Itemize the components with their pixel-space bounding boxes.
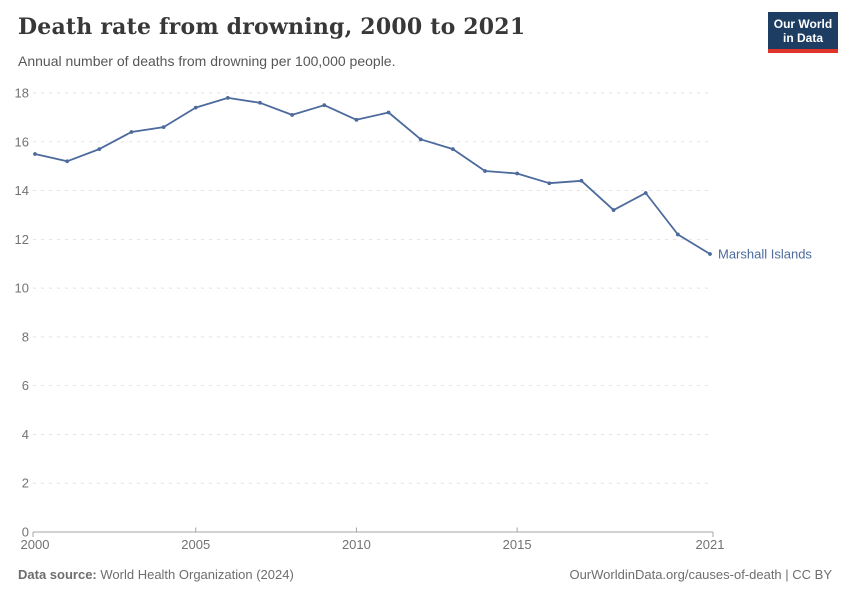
data-point-2019[interactable] xyxy=(643,191,648,195)
data-point-2011[interactable] xyxy=(386,110,391,115)
y-tick-label-14: 14 xyxy=(15,183,29,198)
chart-subtitle: Annual number of deaths from drowning pe… xyxy=(18,53,396,69)
page-title: Death rate from drowning, 2000 to 2021 xyxy=(18,14,526,40)
owid-logo-line1: Our World xyxy=(773,17,833,31)
y-tick-label-16: 16 xyxy=(15,134,29,149)
y-tick-label-6: 6 xyxy=(22,378,29,393)
data-point-2020[interactable] xyxy=(675,232,680,237)
y-tick-label-2: 2 xyxy=(22,476,29,491)
data-point-2017[interactable] xyxy=(579,178,584,183)
data-source-text: World Health Organization (2024) xyxy=(100,567,294,582)
y-tick-label-8: 8 xyxy=(22,329,29,344)
data-source-note: Data source: World Health Organization (… xyxy=(18,567,294,582)
x-tick-label-2021: 2021 xyxy=(696,537,725,552)
y-tick-label-12: 12 xyxy=(15,232,29,247)
data-point-2000[interactable] xyxy=(33,152,37,156)
chart-footer: Data source: World Health Organization (… xyxy=(18,567,832,582)
data-point-2004[interactable] xyxy=(161,125,166,130)
data-point-2014[interactable] xyxy=(483,169,487,173)
data-point-2008[interactable] xyxy=(290,113,295,117)
x-tick-label-2000: 2000 xyxy=(21,537,50,552)
series-line[interactable] xyxy=(34,97,711,255)
data-point-2012[interactable] xyxy=(418,137,423,142)
x-tick-label-2015: 2015 xyxy=(503,537,532,552)
y-tick-label-10: 10 xyxy=(15,281,29,296)
data-point-2007[interactable] xyxy=(258,100,262,105)
x-tick-label-2005: 2005 xyxy=(181,537,210,552)
owid-logo-stripe xyxy=(768,49,838,53)
data-source-label: Data source: xyxy=(18,567,97,582)
credit-link[interactable]: OurWorldinData.org/causes-of-death | CC … xyxy=(569,567,832,582)
owid-logo[interactable]: Our World in Data xyxy=(768,12,838,53)
data-point-2018[interactable] xyxy=(611,208,616,212)
y-tick-label-18: 18 xyxy=(15,86,29,101)
data-point-2006[interactable] xyxy=(225,95,230,100)
data-point-2010[interactable] xyxy=(354,117,359,122)
y-tick-label-4: 4 xyxy=(22,427,29,442)
data-point-2013[interactable] xyxy=(450,147,455,151)
data-point-2002[interactable] xyxy=(97,147,102,151)
owid-logo-line2: in Data xyxy=(782,31,823,45)
owid-logo-box: Our World in Data xyxy=(768,12,838,49)
data-point-2016[interactable] xyxy=(547,181,552,186)
data-point-2009[interactable] xyxy=(322,103,327,108)
data-point-2005[interactable] xyxy=(193,105,198,110)
data-point-2001[interactable] xyxy=(65,159,70,164)
x-tick-label-2010: 2010 xyxy=(342,537,371,552)
data-point-2003[interactable] xyxy=(129,130,134,134)
y-tick-label-0: 0 xyxy=(22,525,29,540)
data-point-2015[interactable] xyxy=(515,171,520,176)
data-point-2021[interactable] xyxy=(708,252,712,256)
series-end-label[interactable]: Marshall Islands xyxy=(718,246,812,261)
